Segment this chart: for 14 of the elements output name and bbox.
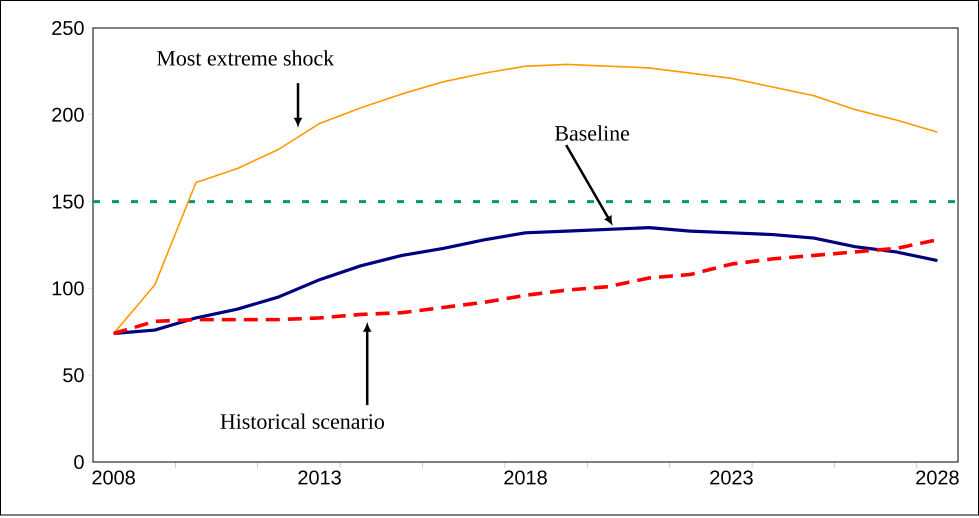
x-tick-label: 2013 xyxy=(298,470,341,485)
y-tick-label: 100 xyxy=(52,281,84,296)
y-tick-label: 250 xyxy=(52,20,84,36)
y-tick-label: 150 xyxy=(52,194,84,209)
x-tick-label: 2008 xyxy=(92,470,135,485)
y-tick-label: 50 xyxy=(63,368,84,382)
y-tick-label: 200 xyxy=(52,108,84,122)
annotation: Historical scenario xyxy=(220,413,384,429)
x-tick-label: 2028 xyxy=(916,470,959,485)
x-tick-label: 2018 xyxy=(504,470,547,485)
y-tick-label: 0 xyxy=(74,454,84,470)
x-tick-label: 2023 xyxy=(710,470,753,485)
annotation: Baseline xyxy=(555,125,630,141)
annotation: Most extreme shock xyxy=(157,50,334,66)
